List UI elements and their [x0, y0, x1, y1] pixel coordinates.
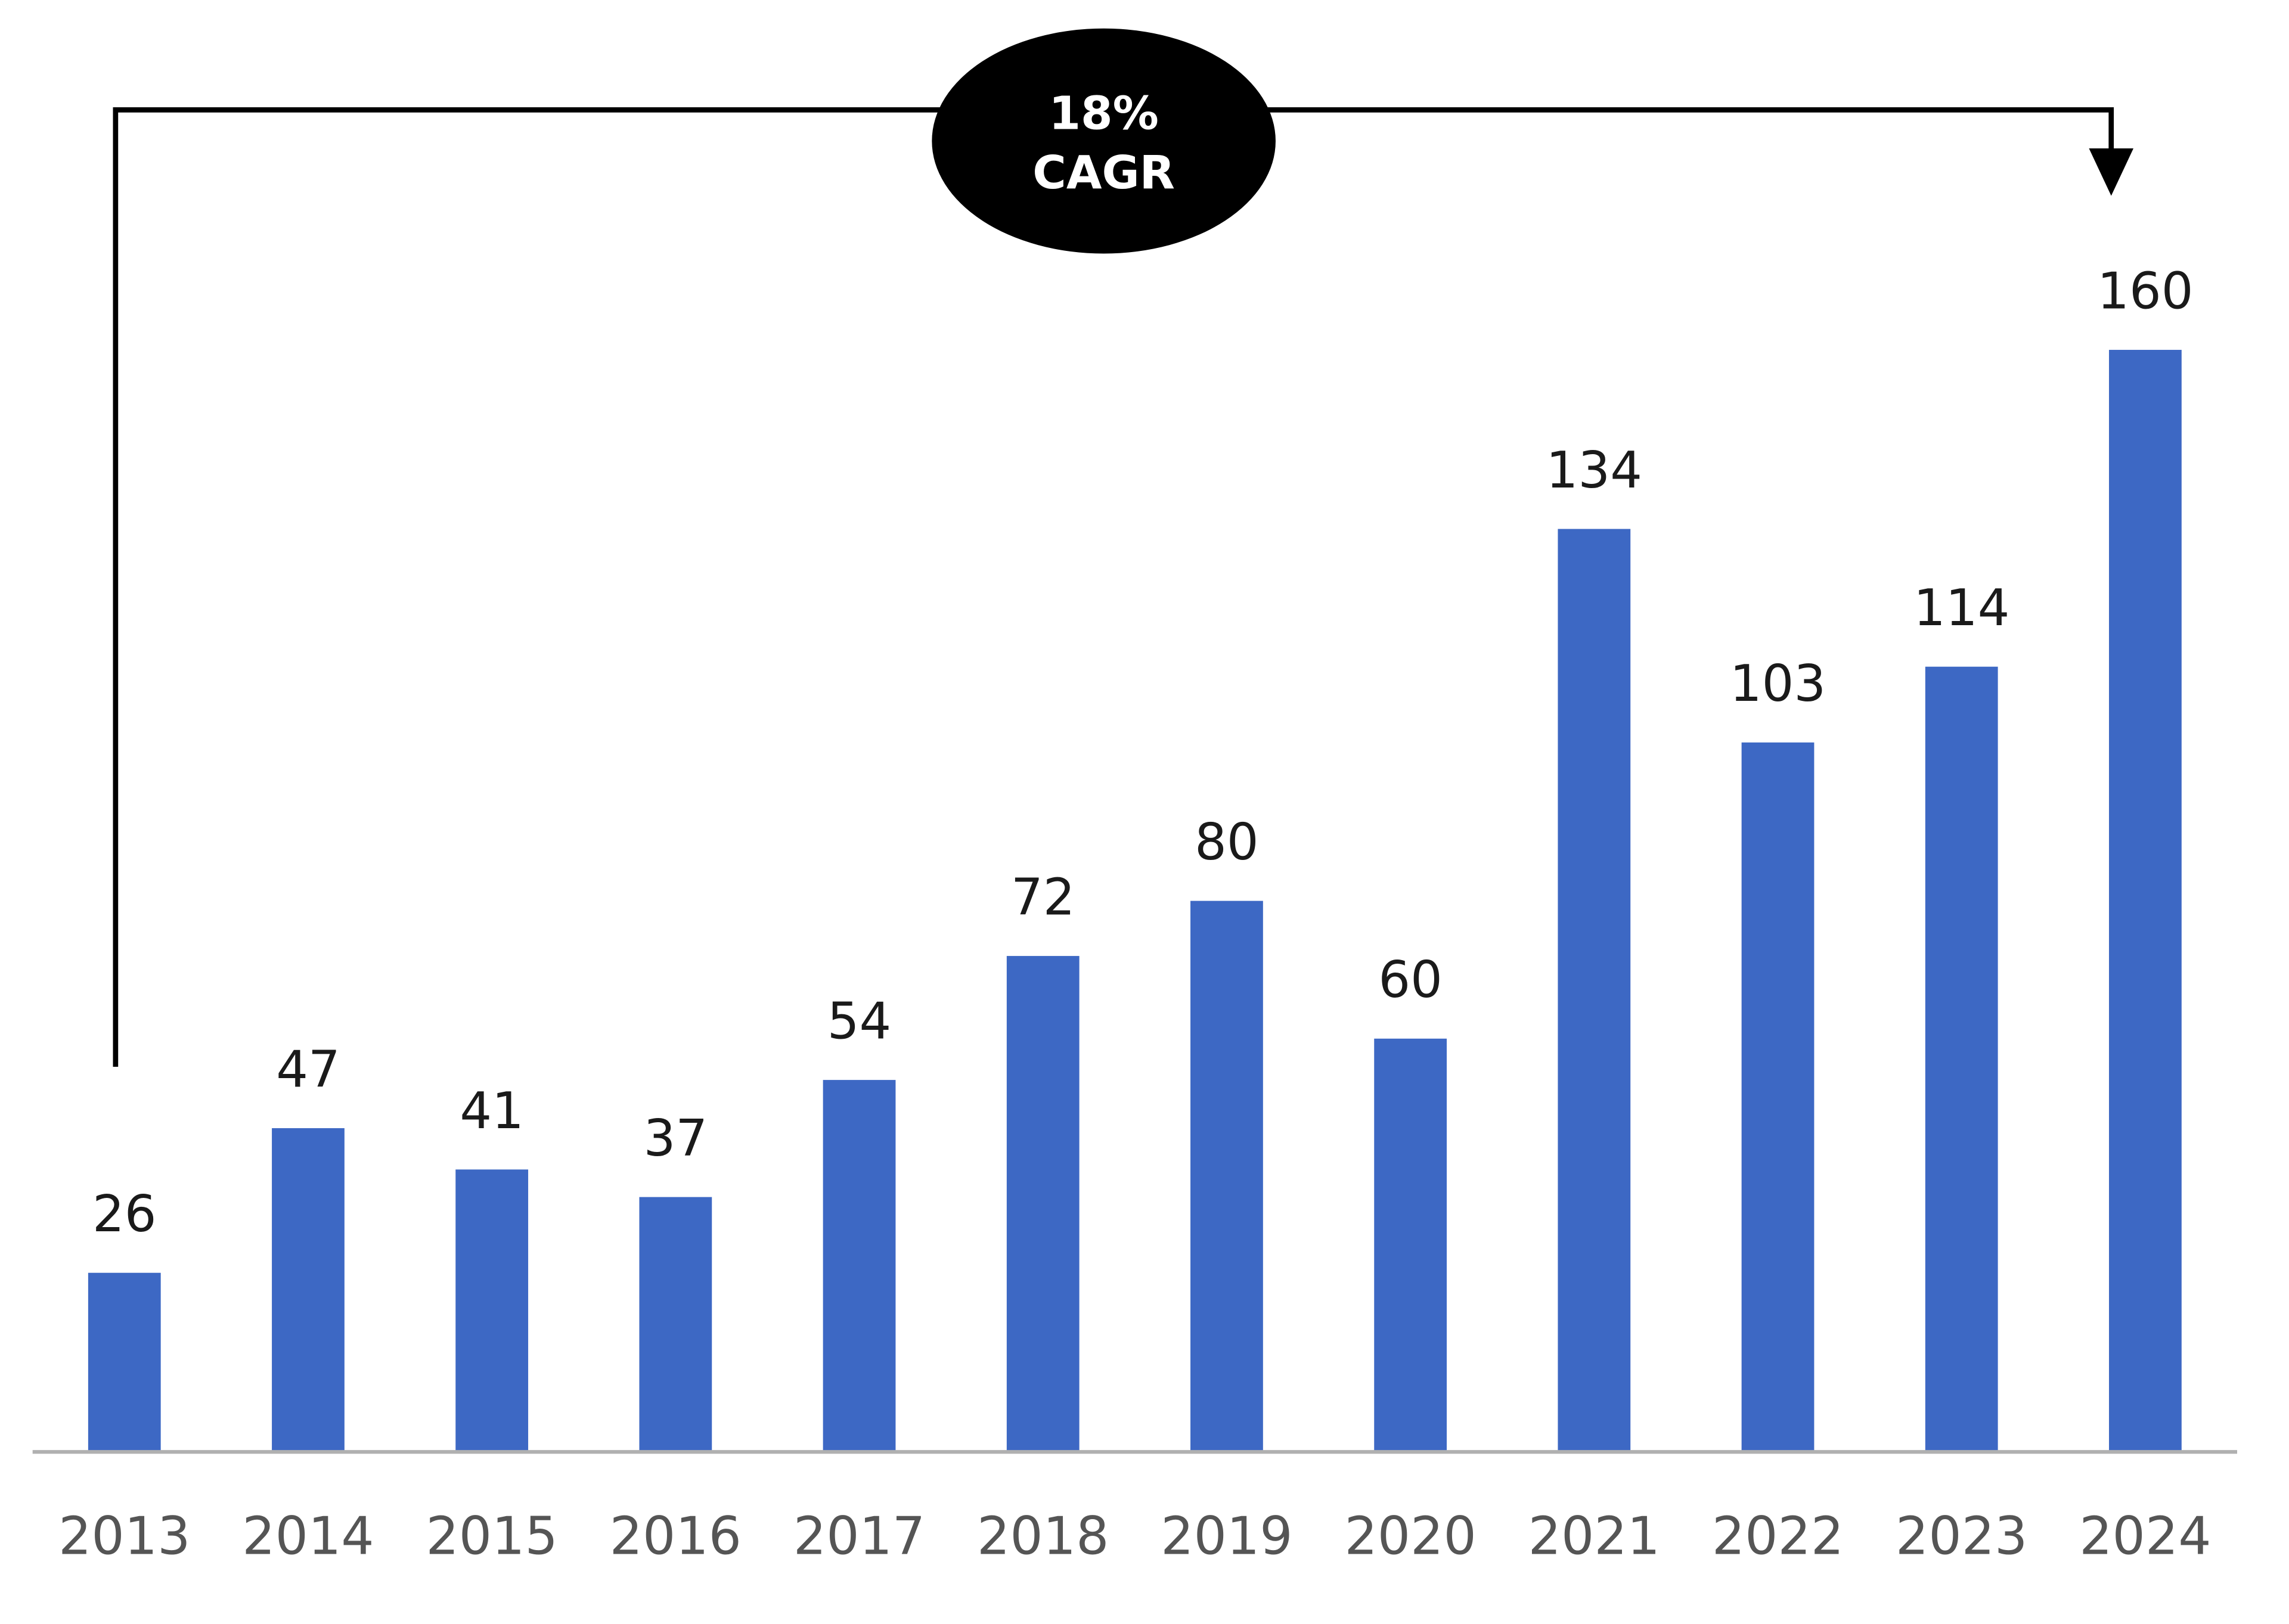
x-tick-label-2023: 2023 — [1896, 1506, 2027, 1567]
bar-2024 — [2109, 350, 2182, 1452]
value-label-2020: 60 — [1378, 951, 1443, 1009]
value-label-2024: 160 — [2097, 262, 2193, 320]
x-tick-label-2015: 2015 — [426, 1506, 557, 1567]
bar-2013 — [88, 1272, 161, 1452]
x-tick-label-2013: 2013 — [58, 1506, 190, 1567]
value-label-2015: 41 — [460, 1082, 524, 1140]
cagr-value: 18% — [1049, 87, 1158, 141]
x-tick-label-2020: 2020 — [1344, 1506, 1476, 1567]
x-tick-label-2024: 2024 — [2079, 1506, 2211, 1567]
cagr-badge — [932, 28, 1276, 254]
bars-group — [88, 350, 2182, 1452]
bar-2022 — [1741, 742, 1815, 1452]
bar-2014 — [272, 1128, 345, 1452]
value-label-2016: 37 — [644, 1109, 708, 1167]
bar-2023 — [1925, 666, 1998, 1452]
cagr-arrow-head-icon — [2089, 148, 2134, 196]
value-label-2019: 80 — [1195, 813, 1259, 871]
x-tick-label-2016: 2016 — [610, 1506, 742, 1567]
x-tick-label-2017: 2017 — [793, 1506, 925, 1567]
x-tick-label-2022: 2022 — [1712, 1506, 1844, 1567]
bar-2018 — [1006, 956, 1080, 1452]
x-tick-label-2021: 2021 — [1528, 1506, 1660, 1567]
value-label-2018: 72 — [1011, 868, 1075, 926]
value-label-2013: 26 — [92, 1185, 157, 1243]
value-labels-group: 26 47 41 37 54 72 80 60 134 103 114 160 — [92, 262, 2194, 1243]
bar-2016 — [639, 1197, 712, 1452]
value-label-2023: 114 — [1913, 579, 2009, 637]
x-tick-labels-group: 2013 2014 2015 2016 2017 2018 2019 2020 2021 2022… — [58, 1506, 2212, 1567]
x-tick-label-2019: 2019 — [1161, 1506, 1292, 1567]
value-label-2022: 103 — [1730, 654, 1826, 713]
value-label-2017: 54 — [827, 992, 892, 1051]
bar-2015 — [455, 1169, 529, 1452]
bar-2019 — [1190, 901, 1263, 1452]
bar-2021 — [1558, 529, 1631, 1452]
value-label-2021: 134 — [1546, 441, 1642, 499]
bar-2017 — [823, 1080, 896, 1452]
x-tick-label-2018: 2018 — [977, 1506, 1109, 1567]
value-label-2014: 47 — [276, 1040, 340, 1098]
cagr-label: CAGR — [1032, 146, 1175, 200]
x-tick-label-2014: 2014 — [242, 1506, 374, 1567]
bar-2020 — [1374, 1038, 1447, 1452]
